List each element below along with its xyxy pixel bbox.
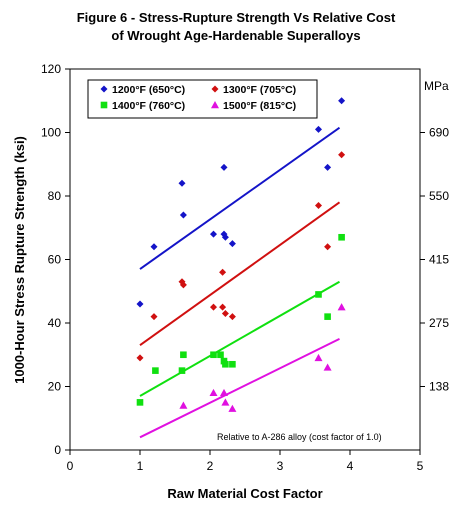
data-point-series-0 — [210, 230, 217, 238]
x-axis: 0 1 2 3 4 5 — [67, 450, 424, 473]
data-point-series-2 — [324, 313, 331, 320]
mpa-tick-label: 415 — [429, 253, 449, 267]
data-point-series-2 — [180, 351, 187, 359]
plot-area — [69, 68, 421, 451]
secondary-axis: 690 550 415 275 138 — [420, 126, 449, 394]
legend-label-0: 1200°F (650°C) — [112, 84, 185, 96]
legend-marker-0 — [100, 85, 108, 93]
data-point-series-0 — [150, 243, 158, 251]
annotation: Relative to A-286 alloy (cost factor of … — [217, 432, 382, 442]
data-point-series-0 — [178, 179, 186, 187]
mpa-tick-label: 138 — [429, 380, 449, 394]
data-point-series-2 — [136, 399, 144, 406]
secondary-axis-title: MPa — [424, 79, 449, 93]
data-point-series-0 — [136, 300, 144, 308]
data-point-series-0 — [324, 163, 332, 171]
data-point-series-2 — [210, 351, 217, 359]
x-tick-label: 0 — [67, 459, 74, 473]
data-point-series-1 — [179, 281, 187, 289]
legend-label-3: 1500°F (815°C) — [223, 100, 296, 112]
legend-marker-1 — [211, 85, 219, 93]
data-point-series-0 — [221, 233, 229, 241]
chart-subtitle: of Wrought Age-Hardenable Superalloys — [111, 28, 360, 43]
data-point-series-3 — [209, 388, 218, 397]
x-tick-label: 1 — [137, 459, 144, 473]
data-point-series-1 — [150, 313, 158, 321]
data-point-series-1 — [228, 313, 236, 321]
data-points — [136, 97, 346, 412]
data-point-series-1 — [210, 303, 217, 311]
legend-label-2: 1400°F (760°C) — [112, 100, 185, 112]
mpa-tick-label: 690 — [429, 126, 449, 140]
data-point-series-3 — [179, 401, 188, 409]
trend-line-3 — [139, 337, 340, 439]
legend-marker-2 — [100, 101, 108, 109]
trend-line-0 — [139, 126, 341, 270]
data-point-series-1 — [221, 309, 229, 317]
legend-box — [87, 79, 318, 119]
x-axis-title: Raw Material Cost Factor — [167, 486, 322, 501]
x-tick-label: 5 — [417, 459, 424, 473]
data-point-series-1 — [324, 243, 332, 251]
data-point-series-2 — [178, 367, 186, 374]
chart-title: Figure 6 - Stress-Rupture Strength Vs Re… — [77, 10, 396, 25]
data-point-series-0 — [228, 240, 236, 248]
legend: 1200°F (650°C) 1300°F (705°C) 1400°F (760°… — [87, 79, 318, 119]
y-tick-label: 20 — [48, 380, 62, 394]
data-point-series-2 — [152, 367, 159, 374]
y-tick-label: 100 — [41, 126, 61, 140]
data-point-series-3 — [323, 363, 332, 371]
trend-line-1 — [139, 201, 341, 347]
data-point-series-0 — [315, 125, 322, 133]
y-tick-label: 0 — [54, 443, 61, 457]
y-tick-label: 80 — [48, 189, 62, 203]
data-point-series-3 — [220, 388, 228, 397]
data-point-series-0 — [179, 211, 187, 219]
data-point-series-1 — [338, 151, 346, 159]
data-point-series-3 — [337, 303, 346, 311]
data-point-series-3 — [314, 353, 323, 362]
trend-line-2 — [139, 280, 340, 397]
mpa-tick-label: 550 — [429, 189, 449, 203]
data-point-series-0 — [220, 163, 228, 171]
data-point-series-1 — [315, 202, 322, 210]
data-point-series-2 — [217, 351, 224, 359]
y-axis-title: 1000-Hour Stress Rupture Strength (ksi) — [12, 136, 27, 384]
trend-lines — [139, 126, 341, 439]
legend-marker-3 — [211, 101, 219, 109]
data-point-series-1 — [136, 354, 144, 362]
data-point-series-2 — [222, 360, 229, 368]
data-point-series-3 — [228, 404, 237, 412]
data-point-series-3 — [221, 398, 230, 406]
y-axis: 0 20 40 60 80 100 120 — [41, 62, 70, 457]
y-tick-label: 40 — [48, 316, 62, 330]
data-point-series-1 — [219, 268, 227, 276]
y-tick-label: 120 — [41, 62, 61, 76]
y-tick-label: 60 — [48, 253, 62, 267]
x-tick-label: 2 — [207, 459, 214, 473]
x-tick-label: 3 — [277, 459, 284, 473]
data-point-series-2 — [229, 360, 236, 368]
data-point-series-1 — [219, 303, 227, 311]
legend-label-1: 1300°F (705°C) — [223, 84, 296, 96]
x-tick-label: 4 — [347, 459, 354, 473]
mpa-tick-label: 275 — [429, 316, 449, 330]
data-point-series-2 — [315, 291, 322, 298]
data-point-series-2 — [338, 233, 345, 241]
data-point-series-0 — [338, 97, 346, 105]
